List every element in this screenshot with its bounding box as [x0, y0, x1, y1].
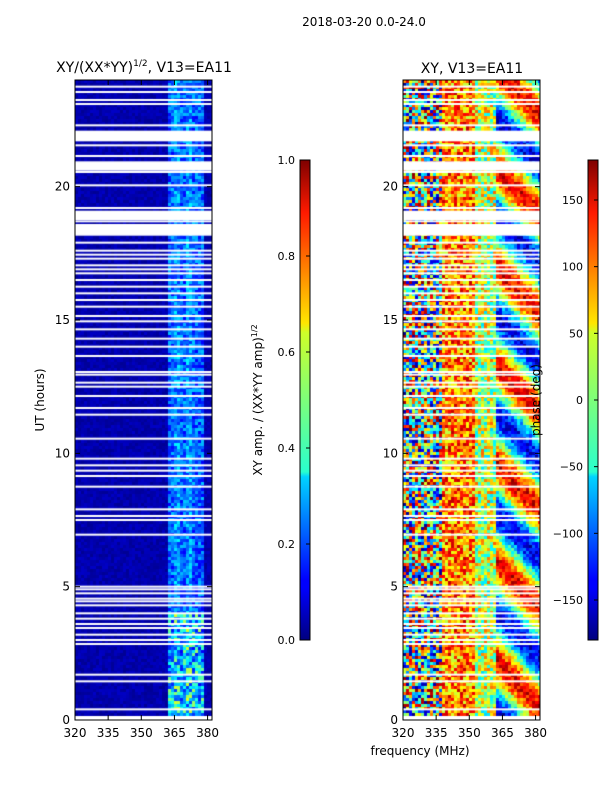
colorbar-tick-label: 0: [576, 394, 583, 407]
x-tick-label: 320: [392, 726, 415, 740]
left-panel-title: XY/(XX*YY)1/2, V13=EA11: [56, 59, 232, 76]
colorbar-tick-label: −150: [553, 594, 583, 607]
right-colorbar-label: phase (deg): [529, 364, 543, 436]
colorbar-tick-label: 150: [562, 194, 583, 207]
x-tick-label: 365: [163, 726, 186, 740]
x-tick-label: 350: [130, 726, 153, 740]
x-tick-label: 335: [97, 726, 120, 740]
y-tick-label: 10: [383, 446, 398, 460]
x-tick-label: 350: [458, 726, 481, 740]
right-y-axis: 0 5 10 15 20: [383, 180, 540, 727]
y-tick-label: 0: [62, 713, 70, 727]
y-tick-label: 20: [383, 180, 398, 194]
y-tick-label: 0: [390, 713, 398, 727]
colorbar-tick-label: 0.8: [278, 250, 296, 263]
y-tick-label: 10: [55, 446, 70, 460]
left-colorbar: 0.0 0.2 0.4 0.6 0.8 1.0 XY amp. / (XX*YY amp)…: [250, 154, 311, 647]
colorbar-tick-label: 0.4: [278, 442, 296, 455]
x-tick-label: 365: [491, 726, 514, 740]
left-colorbar-bar: [299, 159, 311, 641]
left-heatmap: [75, 80, 212, 720]
right-colorbar-ticks: −150 −100 −50 0 50 100 150: [553, 194, 598, 607]
left-heat-cells: [75, 80, 212, 720]
colorbar-tick-label: 50: [569, 327, 583, 340]
right-panel: XY, V13=EA11 320 335 350 365 380 0 5 10 15 20 fr…: [370, 61, 547, 758]
y-tick-label: 5: [62, 580, 70, 594]
y-tick-label: 20: [55, 180, 70, 194]
right-plot-frame: [402, 79, 541, 721]
colorbar-tick-label: −50: [560, 461, 583, 474]
colorbar-tick-label: 1.0: [278, 154, 296, 167]
x-tick-label: 380: [524, 726, 547, 740]
right-colorbar: −150 −100 −50 0 50 100 150 phase (deg): [529, 159, 599, 641]
colorbar-tick-label: 0.2: [278, 538, 296, 551]
left-panel: XY/(XX*YY)1/2, V13=EA11 320 335 350 365 380 …: [33, 59, 232, 740]
x-tick-label: 380: [196, 726, 219, 740]
colorbar-tick-label: 100: [562, 261, 583, 274]
y-tick-label: 15: [55, 313, 70, 327]
colorbar-tick-label: 0.0: [278, 634, 296, 647]
left-plot-frame: [74, 79, 213, 721]
left-y-axis: 0 5 10 15 20: [55, 180, 212, 727]
figure-suptitle: 2018-03-20 0.0-24.0: [302, 15, 426, 29]
left-colorbar-label: XY amp. / (XX*YY amp)1/2: [250, 324, 265, 475]
colorbar-tick-label: 0.6: [278, 346, 296, 359]
y-tick-label: 15: [383, 313, 398, 327]
right-heat-cells: [403, 80, 540, 720]
y-tick-label: 5: [390, 580, 398, 594]
x-axis-label: frequency (MHz): [370, 744, 469, 758]
left-x-axis: 320 335 350 365 380: [64, 80, 219, 740]
left-y-axis-label: UT (hours): [33, 368, 47, 431]
x-tick-label: 335: [425, 726, 448, 740]
colorbar-tick-label: −100: [553, 527, 583, 540]
right-x-axis: 320 335 350 365 380: [392, 80, 547, 740]
x-tick-label: 320: [64, 726, 87, 740]
right-heatmap: [403, 80, 540, 720]
left-colorbar-ticks: 0.0 0.2 0.4 0.6 0.8 1.0: [278, 154, 310, 647]
right-panel-title: XY, V13=EA11: [421, 61, 523, 77]
